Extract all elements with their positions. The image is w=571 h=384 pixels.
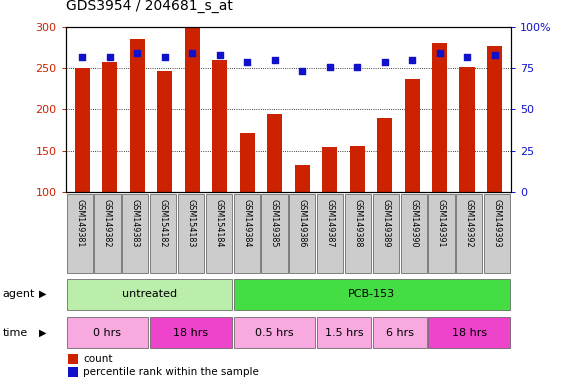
Bar bbox=[240, 133, 255, 192]
Bar bbox=[349, 146, 365, 192]
Text: GSM154184: GSM154184 bbox=[214, 199, 223, 247]
Text: 0.5 hrs: 0.5 hrs bbox=[255, 328, 293, 338]
Point bbox=[187, 50, 196, 56]
Point bbox=[215, 52, 224, 58]
Text: GSM149381: GSM149381 bbox=[75, 199, 84, 247]
Text: 6 hrs: 6 hrs bbox=[385, 328, 414, 338]
Point bbox=[243, 58, 252, 65]
Point bbox=[325, 63, 334, 70]
Bar bbox=[234, 194, 260, 273]
Text: GSM149382: GSM149382 bbox=[103, 199, 112, 247]
Text: percentile rank within the sample: percentile rank within the sample bbox=[83, 367, 259, 377]
Bar bbox=[428, 194, 455, 273]
Text: 1.5 hrs: 1.5 hrs bbox=[325, 328, 363, 338]
Text: 0 hrs: 0 hrs bbox=[94, 328, 122, 338]
Bar bbox=[317, 317, 371, 348]
Bar bbox=[322, 147, 337, 192]
Bar bbox=[184, 28, 200, 192]
Bar bbox=[157, 71, 172, 192]
Point bbox=[105, 53, 114, 60]
Text: GSM149385: GSM149385 bbox=[270, 199, 279, 247]
Text: ▶: ▶ bbox=[39, 289, 47, 299]
Bar bbox=[345, 194, 371, 273]
Point bbox=[380, 58, 389, 65]
Point bbox=[408, 57, 417, 63]
Text: GSM149390: GSM149390 bbox=[409, 199, 418, 247]
Text: GSM149392: GSM149392 bbox=[465, 199, 474, 247]
Bar bbox=[234, 317, 315, 348]
Point bbox=[352, 63, 361, 70]
Bar bbox=[212, 60, 227, 192]
Bar bbox=[75, 68, 90, 192]
Text: GSM154182: GSM154182 bbox=[159, 199, 168, 247]
Bar bbox=[102, 61, 117, 192]
Point bbox=[463, 53, 472, 60]
Point bbox=[270, 57, 279, 63]
Bar bbox=[206, 194, 232, 273]
Bar bbox=[487, 46, 502, 192]
Bar bbox=[150, 317, 232, 348]
Bar bbox=[400, 194, 427, 273]
Bar bbox=[404, 79, 420, 192]
Bar bbox=[317, 194, 343, 273]
Bar bbox=[484, 194, 510, 273]
Text: GSM149393: GSM149393 bbox=[493, 199, 502, 247]
Text: GSM149386: GSM149386 bbox=[297, 199, 307, 247]
Text: GSM149389: GSM149389 bbox=[381, 199, 391, 247]
Text: GSM149383: GSM149383 bbox=[131, 199, 140, 247]
Point bbox=[490, 52, 499, 58]
Bar bbox=[122, 194, 148, 273]
Point bbox=[132, 50, 142, 56]
Text: GSM149388: GSM149388 bbox=[353, 199, 363, 247]
Bar bbox=[262, 194, 288, 273]
Text: PCB-153: PCB-153 bbox=[348, 289, 396, 299]
Bar bbox=[295, 165, 309, 192]
Bar bbox=[94, 194, 120, 273]
Bar bbox=[428, 317, 510, 348]
Bar bbox=[66, 194, 93, 273]
Bar bbox=[432, 43, 447, 192]
Bar bbox=[66, 279, 232, 310]
Bar bbox=[267, 114, 282, 192]
Bar bbox=[373, 317, 427, 348]
Text: GSM149387: GSM149387 bbox=[325, 199, 335, 247]
Bar bbox=[460, 67, 475, 192]
Text: 18 hrs: 18 hrs bbox=[452, 328, 487, 338]
Text: GDS3954 / 204681_s_at: GDS3954 / 204681_s_at bbox=[66, 0, 232, 13]
Bar bbox=[130, 39, 144, 192]
Point bbox=[435, 50, 444, 56]
Point bbox=[78, 53, 87, 60]
Text: GSM149391: GSM149391 bbox=[437, 199, 446, 247]
Text: 18 hrs: 18 hrs bbox=[174, 328, 208, 338]
Text: time: time bbox=[3, 328, 28, 338]
Bar bbox=[373, 194, 399, 273]
Bar bbox=[150, 194, 176, 273]
Text: GSM149384: GSM149384 bbox=[242, 199, 251, 247]
Bar bbox=[377, 118, 392, 192]
Text: count: count bbox=[83, 354, 113, 364]
Bar bbox=[456, 194, 482, 273]
Bar bbox=[66, 317, 148, 348]
Bar bbox=[178, 194, 204, 273]
Point bbox=[297, 68, 307, 74]
Text: ▶: ▶ bbox=[39, 328, 47, 338]
Text: GSM154183: GSM154183 bbox=[186, 199, 195, 247]
Point bbox=[160, 53, 169, 60]
Bar bbox=[68, 354, 78, 364]
Text: agent: agent bbox=[3, 289, 35, 299]
Bar bbox=[234, 279, 510, 310]
Bar bbox=[289, 194, 315, 273]
Bar bbox=[68, 367, 78, 377]
Text: untreated: untreated bbox=[122, 289, 177, 299]
